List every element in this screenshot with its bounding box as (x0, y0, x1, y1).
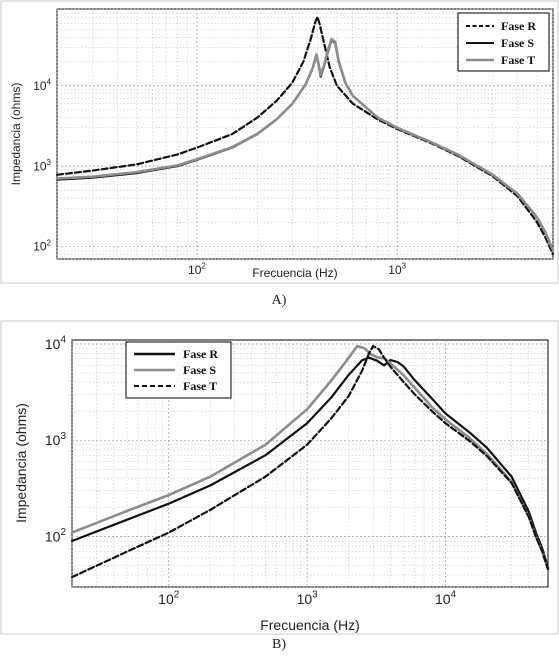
chart-b-legend-label-t: Fase T (183, 379, 217, 393)
chart-b-x-axis-label: Frecuencia (Hz) (260, 617, 360, 633)
chart-a-legend-box (457, 12, 550, 72)
chart-a-x-axis-label: Frecuencia (Hz) (252, 266, 337, 280)
chart-a-legend-label-s: Fase S (501, 36, 534, 50)
chart-b: 102 103 104 102 103 104 Frecuencia (Hz) Imped… (0, 320, 559, 635)
chart-a-tick-labels: 102 103 102 103 104 (33, 78, 406, 277)
x-tick-label: 103 (297, 590, 319, 607)
y-tick-label: 103 (45, 431, 67, 448)
y-tick-label: 103 (33, 158, 51, 173)
chart-a-legend: Fase R Fase S Fase T (457, 12, 550, 72)
y-tick-label: 104 (33, 78, 51, 93)
chart-b-legend-label-r: Fase R (183, 347, 218, 361)
chart-b-tick-labels: 102 103 104 102 103 104 (45, 335, 457, 607)
chart-a-legend-label-r: Fase R (501, 19, 536, 33)
x-tick-label: 102 (188, 262, 206, 277)
x-tick-label: 104 (435, 590, 457, 607)
chart-a: 102 103 102 103 104 Frecuencia (Hz) Impedanc… (0, 0, 559, 284)
chart-b-caption: B) (272, 637, 286, 652)
series-line-fase-t (70, 345, 550, 579)
chart-a-caption: A) (272, 293, 287, 308)
series-line-fase-r (70, 356, 550, 569)
y-tick-label: 102 (45, 527, 67, 544)
y-tick-label: 104 (45, 335, 67, 352)
series-line-fase-t (55, 37, 555, 252)
chart-b-series (70, 344, 550, 579)
x-tick-label: 102 (158, 590, 180, 607)
chart-b-legend: Fase R Fase S Fase T (125, 341, 232, 399)
y-tick-label: 102 (33, 238, 51, 253)
x-tick-label: 103 (388, 262, 406, 277)
chart-a-y-axis-label: Impedancia (ohms) (9, 83, 23, 186)
chart-a-legend-label-t: Fase T (501, 53, 535, 67)
chart-a-series (55, 15, 555, 256)
chart-b-legend-label-s: Fase S (183, 363, 216, 377)
chart-b-y-axis-label: Impedancia (ohms) (13, 403, 29, 523)
